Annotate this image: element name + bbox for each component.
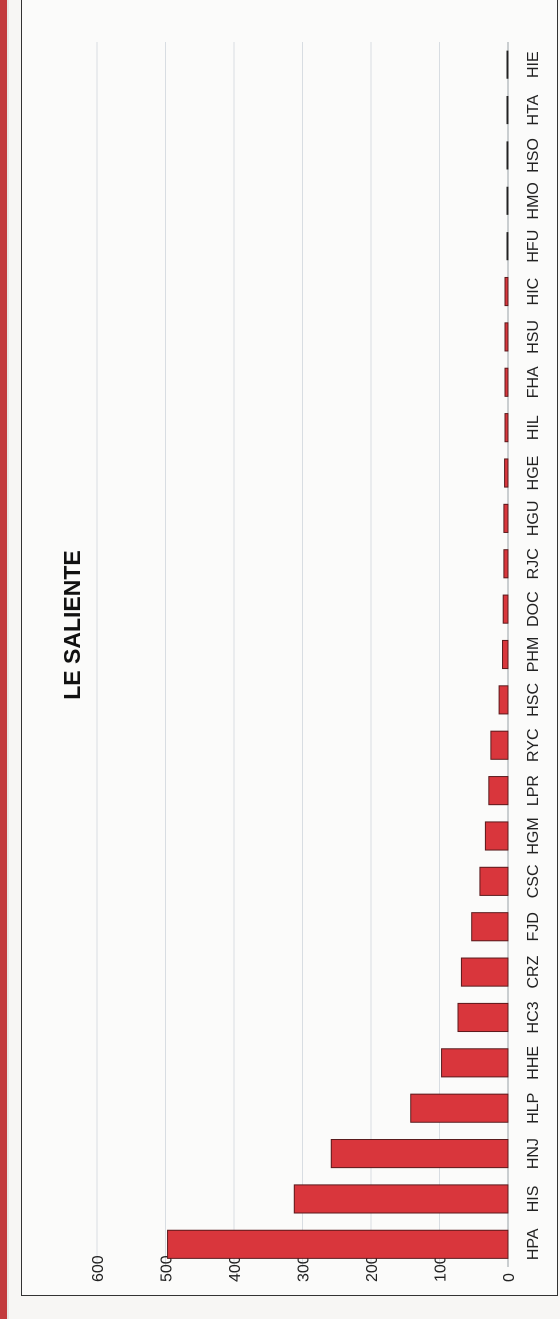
bar-lpr [488,776,509,806]
value-tick-label: 0 [501,1273,518,1282]
bar-ryc [490,730,509,760]
category-label-crz: CRZ [525,955,542,988]
category-label-rjc: RJC [525,548,542,579]
category-label-hmo: HMO [525,182,542,219]
bar-hsu [504,322,509,352]
category-label-hge: HGE [525,456,542,491]
bar-crz [460,957,509,987]
category-label-hpa: HPA [525,1228,542,1260]
bar-fjd [471,912,509,942]
bar-hic [504,276,509,307]
bar-hc3 [457,1002,509,1033]
category-label-hie: HIE [525,51,542,78]
category-label-hfu: HFU [525,230,542,263]
value-tick-label: 100 [433,1255,450,1282]
value-tick-label: 500 [159,1255,176,1282]
category-label-doc: DOC [525,591,542,627]
bar-hpa [167,1229,509,1259]
scan-edge-stripe [0,0,7,1319]
bar-hhe [441,1048,509,1078]
bar-hge [504,458,509,488]
category-label-hic: HIC [525,278,542,306]
category-label-hsu: HSU [525,320,542,354]
bar-rjc [503,549,509,579]
bar-hnj [330,1139,509,1169]
value-tick-label: 600 [90,1255,107,1282]
category-label-fjd: FJD [525,912,542,941]
bar-his [293,1184,509,1214]
category-label-hnj: HNJ [525,1138,542,1169]
category-label-hhe: HHE [525,1046,542,1080]
bar-hgu [503,503,509,533]
bar-phm [502,639,509,670]
category-label-fha: FHA [525,366,542,398]
category-label-hc3: HC3 [525,1001,542,1033]
bar-hgm [484,821,509,851]
bar-fha [504,367,509,397]
bar-hlp [410,1093,509,1123]
category-label-hta: HTA [525,94,542,125]
category-label-lpr: LPR [525,775,542,806]
category-label-hsc: HSC [525,683,542,717]
value-tick-label: 400 [227,1255,244,1282]
category-label-hso: HSO [525,138,542,173]
chart-title: LE SALIENTE [59,550,85,700]
bar-hsc [498,685,509,715]
category-label-ryc: RYC [525,728,542,762]
category-label-his: HIS [525,1186,542,1213]
category-label-hil: HIL [525,415,542,440]
value-tick-label: 300 [296,1255,313,1282]
category-label-phm: PHM [525,637,542,673]
value-tick-label: 200 [364,1255,381,1282]
bar-csc [479,866,509,896]
category-label-hgu: HGU [525,501,542,537]
chart-frame [21,0,558,1296]
bar-doc [502,594,509,624]
category-label-hlp: HLP [525,1093,542,1124]
category-label-csc: CSC [525,864,542,898]
bar-hil [504,413,509,443]
category-label-hgm: HGM [525,817,542,854]
